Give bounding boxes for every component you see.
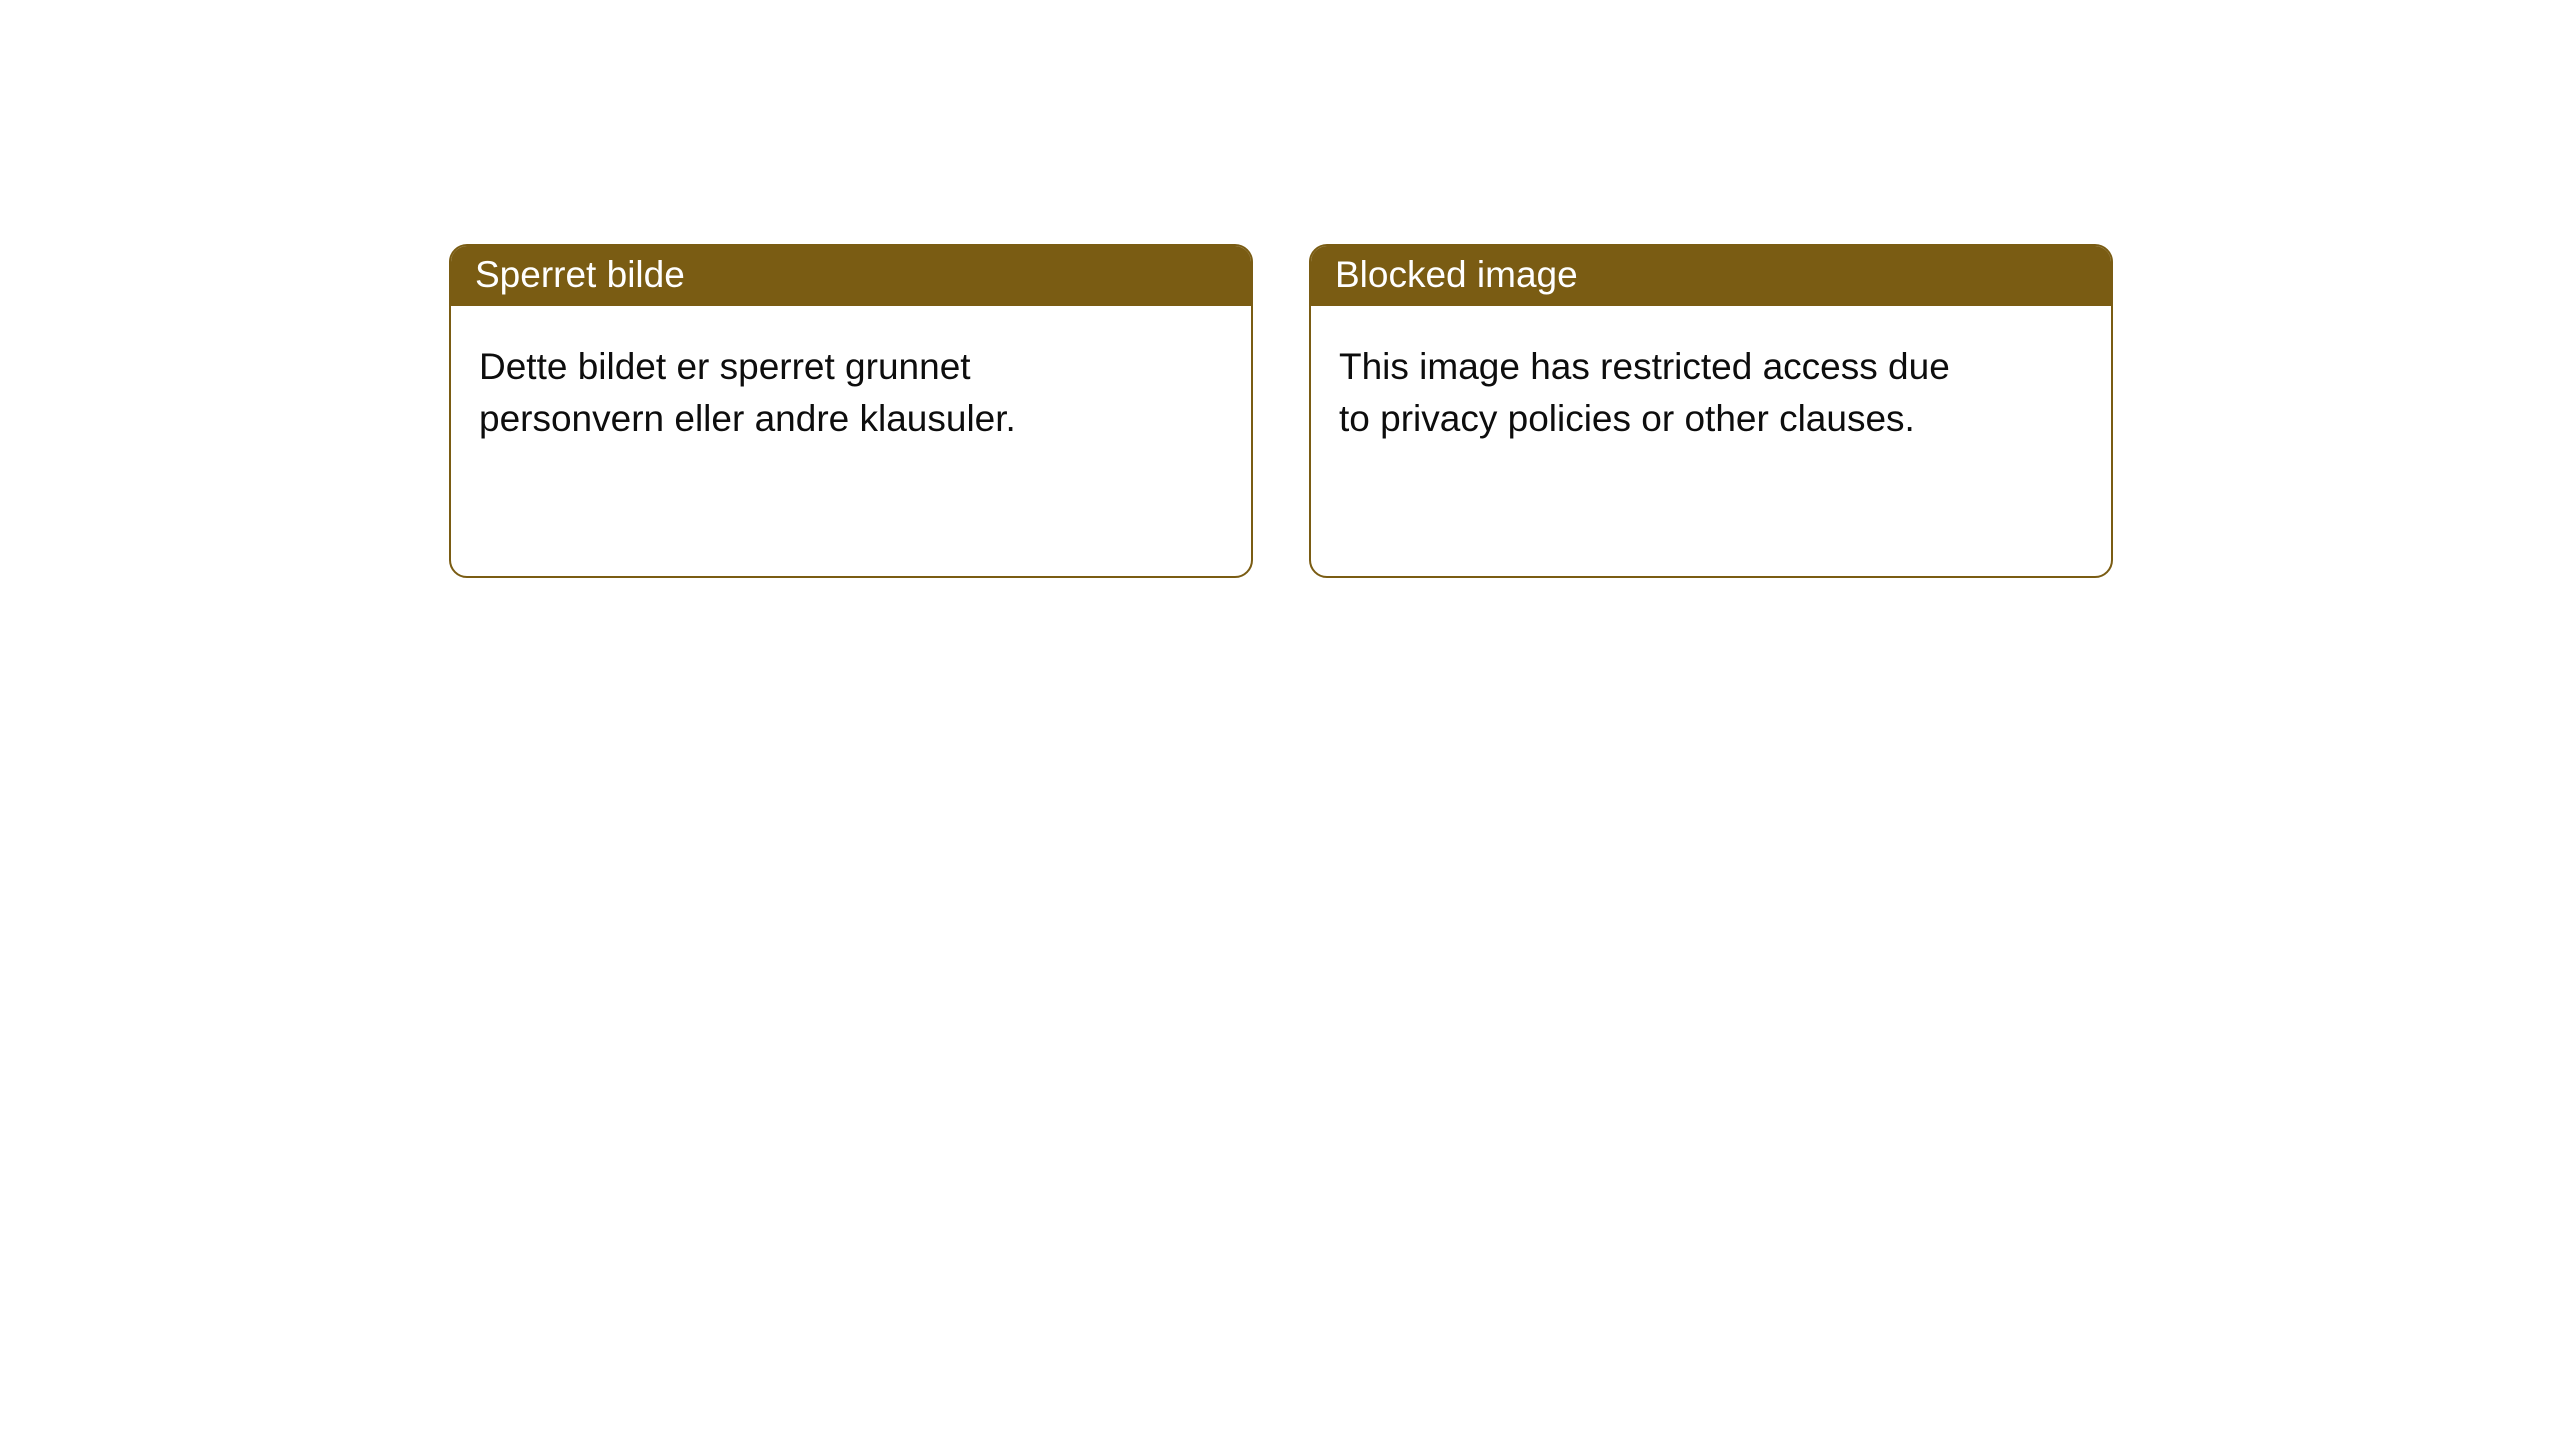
notice-card-no: Sperret bilde Dette bildet er sperret gr… <box>449 244 1253 578</box>
notice-header-no: Sperret bilde <box>451 246 1251 306</box>
notice-body-no: Dette bildet er sperret grunnet personve… <box>451 306 1131 480</box>
notice-card-en: Blocked image This image has restricted … <box>1309 244 2113 578</box>
notice-container: Sperret bilde Dette bildet er sperret gr… <box>0 0 2560 578</box>
notice-body-en: This image has restricted access due to … <box>1311 306 1991 480</box>
notice-header-en: Blocked image <box>1311 246 2111 306</box>
